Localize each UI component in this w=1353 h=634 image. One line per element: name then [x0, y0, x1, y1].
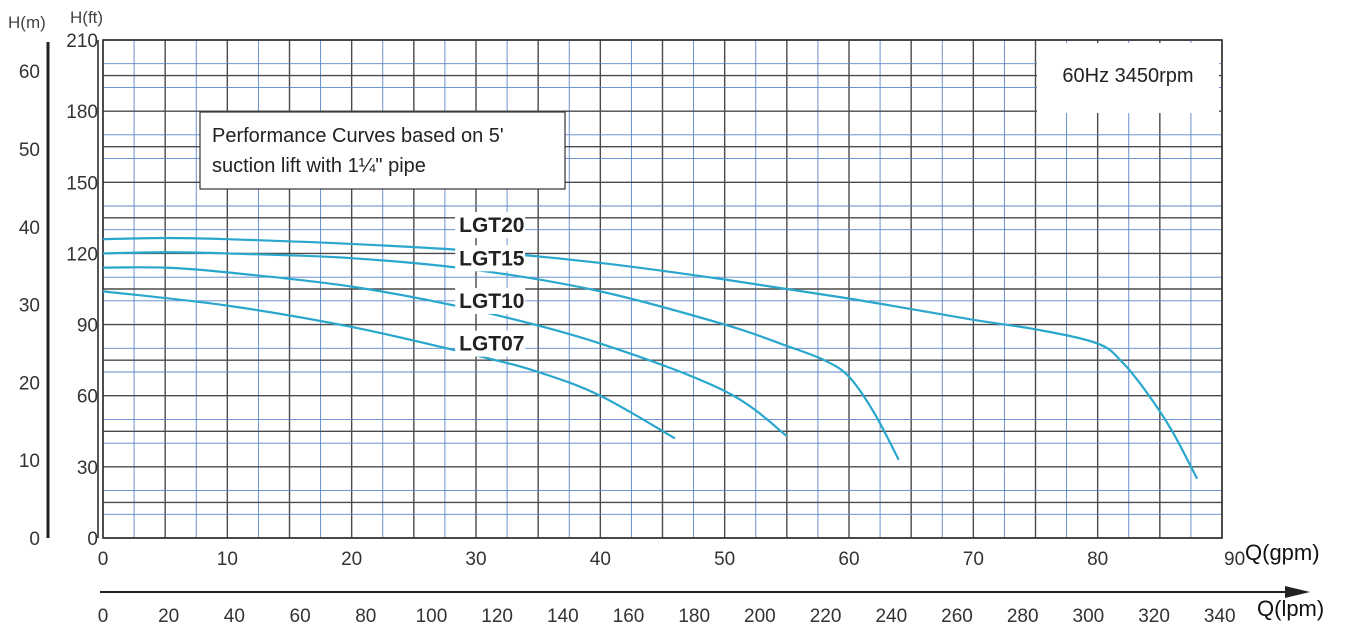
x-tick-label: 20: [341, 549, 362, 570]
y-m-tick-label: 20: [19, 373, 40, 394]
curve-label-lgt20: LGT20: [459, 214, 524, 237]
x2-tick-label: 200: [744, 606, 776, 627]
y-m-tick-label: 40: [19, 218, 40, 239]
y-m-tick-label: 50: [19, 140, 40, 161]
x-tick-label: 40: [590, 549, 611, 570]
x-tick-label: 60: [838, 549, 859, 570]
speed-label: 60Hz 3450rpm: [1062, 65, 1193, 87]
speed-box: 60Hz 3450rpm: [1037, 43, 1219, 113]
x2-tick-label: 60: [290, 606, 311, 627]
x2-tick-label: 180: [678, 606, 710, 627]
curve-lgt15: [102, 251, 900, 461]
annotation-line-1: Performance Curves based on 5': [212, 125, 504, 147]
y-right-unit: H(ft): [70, 8, 103, 27]
y-ft-tick-label: 180: [66, 102, 98, 123]
curve-label-bg: [455, 245, 526, 272]
x-axis-label: Q(gpm): [1245, 540, 1320, 565]
x-tick-label: 90: [1224, 549, 1245, 570]
x2-tick-label: 320: [1138, 606, 1170, 627]
curve-label-bg: [455, 287, 526, 314]
x2-tick-label: 0: [98, 606, 109, 627]
y-m-tick-label: 30: [19, 296, 40, 317]
y-m-tick-label: 10: [19, 451, 40, 472]
annotation-line-2: suction lift with 1¼" pipe: [212, 155, 426, 177]
x-tick-label: 50: [714, 549, 735, 570]
curve-label-lgt15: LGT15: [459, 247, 525, 270]
curve-label-lgt10: LGT10: [459, 290, 524, 313]
x2-tick-label: 220: [810, 606, 842, 627]
x2-tick-label: 100: [416, 606, 448, 627]
x2-tick-label: 80: [355, 606, 376, 627]
curve-label-bg: [455, 212, 526, 239]
y-ft-tick-label: 30: [77, 458, 98, 479]
y-ft-tick-label: 0: [87, 529, 98, 550]
x2-tick-label: 300: [1073, 606, 1105, 627]
curve-layer: [102, 236, 1199, 480]
x2-tick-label: 140: [547, 606, 579, 627]
y-left-unit: H(m): [8, 13, 46, 32]
curve-lgt20: [102, 236, 1199, 480]
x2-tick-label: 280: [1007, 606, 1039, 627]
x2-tick-label: 40: [224, 606, 245, 627]
x2-axis-label: Q(lpm): [1257, 596, 1324, 621]
x2-axis-arrow: [1285, 586, 1310, 598]
y-m-tick-label: 0: [29, 529, 40, 550]
y-ft-tick-label: 150: [66, 173, 98, 194]
plot-frame: [102, 39, 1223, 539]
y-ft-tick-label: 60: [77, 387, 98, 408]
x-tick-label: 30: [465, 549, 486, 570]
x-tick-label: 0: [98, 549, 109, 570]
curve-label-lgt07: LGT07: [459, 333, 524, 356]
x2-tick-label: 240: [875, 606, 907, 627]
x2-tick-label: 260: [941, 606, 973, 627]
curve-label-bg: [455, 330, 526, 357]
curve-lgt10: [102, 266, 788, 437]
curve-lgt07: [102, 290, 676, 440]
x-tick-label: 10: [217, 549, 238, 570]
annotation-box: Performance Curves based on 5' suction l…: [199, 111, 566, 190]
x-tick-label: 70: [963, 549, 984, 570]
y-ft-tick-label: 120: [66, 244, 98, 265]
y-ft-tick-label: 90: [77, 316, 98, 337]
x2-tick-label: 340: [1204, 606, 1236, 627]
x-tick-label: 80: [1087, 549, 1108, 570]
x2-tick-label: 160: [613, 606, 645, 627]
label-layer: LGT20 LGT15 LGT10 LGT07: [455, 212, 526, 357]
x2-tick-label: 20: [158, 606, 179, 627]
axis-layer: 0 10 20 30 40 50 60 70 80 900 20 40 60 80 100 120 140 160…: [19, 31, 1310, 627]
y-m-tick-label: 60: [19, 62, 40, 83]
x2-tick-label: 120: [481, 606, 513, 627]
y-ft-tick-label: 210: [66, 31, 98, 52]
